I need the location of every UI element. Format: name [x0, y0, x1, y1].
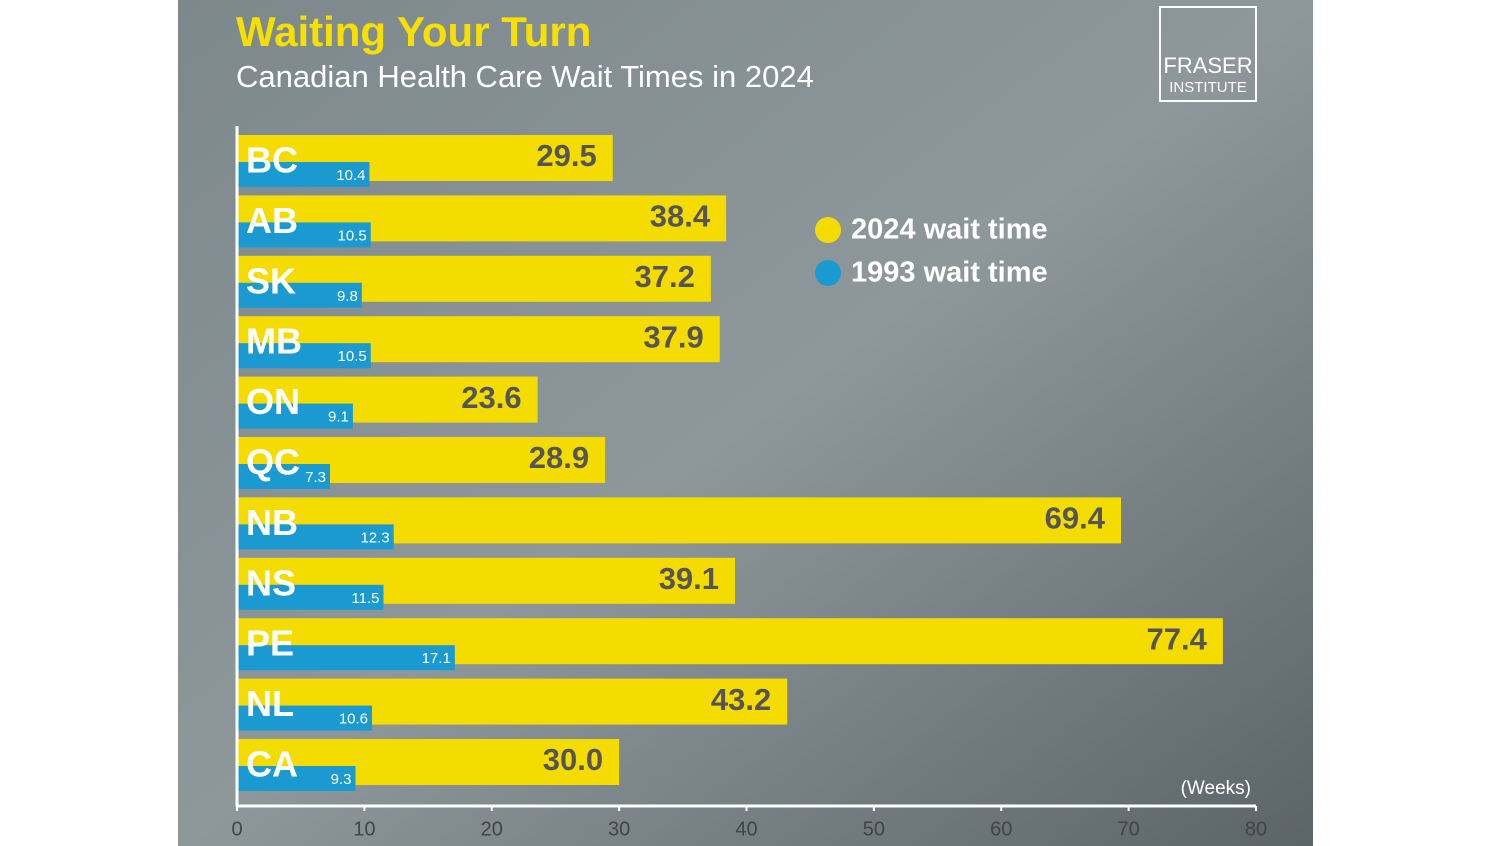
chart-subtitle: Canadian Health Care Wait Times in 2024	[236, 59, 814, 94]
value-label: 10.6	[339, 711, 368, 728]
value-label: 29.5	[536, 138, 596, 173]
value-label: 37.2	[634, 259, 694, 294]
category-label: BC	[246, 140, 298, 181]
legend-swatch	[815, 217, 841, 243]
category-label: QC	[246, 442, 300, 483]
x-tick-label: 0	[231, 818, 242, 840]
legend-label: 2024 wait time	[851, 214, 1048, 246]
logo-text: FRASER	[1163, 53, 1252, 78]
bar	[237, 584, 384, 610]
category-label: NB	[246, 502, 298, 543]
value-label: 10.4	[336, 167, 365, 184]
bar	[237, 524, 394, 550]
legend-swatch	[815, 260, 841, 286]
bar	[237, 645, 455, 671]
bar	[237, 403, 353, 429]
value-label: 12.3	[360, 529, 389, 546]
category-label: AB	[246, 200, 298, 241]
bar	[237, 162, 370, 187]
category-label: ON	[246, 381, 300, 422]
axis-label: (Weeks)	[1181, 778, 1251, 799]
category-label: SK	[246, 260, 296, 301]
value-label: 28.9	[529, 440, 589, 475]
value-label: 23.6	[461, 380, 521, 415]
value-label: 9.8	[337, 288, 358, 305]
value-label: 9.1	[328, 409, 349, 426]
x-tick-label: 40	[735, 818, 757, 840]
value-label: 77.4	[1147, 621, 1208, 656]
value-label: 11.5	[351, 590, 379, 607]
bar	[237, 705, 373, 731]
value-label: 30.0	[543, 742, 603, 777]
bar	[237, 464, 330, 489]
value-label: 10.5	[338, 227, 367, 244]
category-label: NL	[246, 683, 294, 724]
value-label: 37.9	[643, 319, 703, 354]
value-label: 69.4	[1045, 501, 1106, 536]
category-label: NS	[246, 562, 296, 603]
x-tick-label: 70	[1118, 818, 1140, 840]
bar	[237, 766, 356, 791]
value-label: 9.3	[331, 771, 352, 788]
category-label: CA	[246, 744, 298, 785]
x-tick-label: 60	[990, 818, 1012, 840]
chart-title: Waiting Your Turn	[236, 8, 591, 55]
bar	[237, 282, 362, 308]
x-tick-label: 50	[863, 818, 885, 840]
logo-box	[1159, 6, 1257, 102]
value-label: 17.1	[422, 650, 451, 667]
x-tick-label: 20	[481, 818, 503, 840]
plot: 0 10 20 30 40 50 60 70 80 BC 29.5 10.4 AB 38.4 10.5 SK 3…	[231, 135, 1267, 840]
x-tick-label: 80	[1245, 818, 1267, 840]
value-label: 38.4	[650, 199, 711, 234]
bar	[237, 222, 371, 248]
legend-label: 1993 wait time	[851, 257, 1048, 289]
bar	[237, 343, 371, 369]
logo-text: INSTITUTE	[1169, 79, 1247, 96]
value-label: 7.3	[305, 469, 326, 486]
x-tick-label: 10	[353, 818, 375, 840]
x-tick-label: 30	[608, 818, 630, 840]
value-label: 10.5	[338, 348, 367, 365]
value-label: 43.2	[711, 682, 771, 717]
value-label: 39.1	[659, 561, 719, 596]
category-label: PE	[246, 623, 294, 664]
category-label: MB	[246, 321, 302, 362]
